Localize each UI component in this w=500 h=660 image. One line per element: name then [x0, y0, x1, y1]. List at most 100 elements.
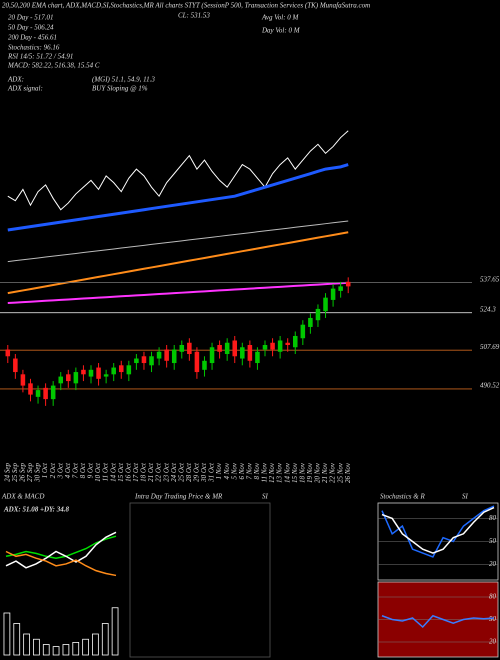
candle-body [255, 351, 260, 364]
candle-body [315, 308, 321, 321]
candle-body [103, 374, 109, 377]
x-tick-label: 7 Oct [71, 462, 79, 478]
x-tick-label: 26 Nov [344, 462, 352, 483]
x-tick-label: 24 Oct [170, 462, 178, 482]
annotation: (MGI) 51.1, 54.9, 11.3 [92, 76, 155, 84]
candle-body [338, 286, 343, 291]
panel [129, 502, 271, 658]
candle-body [217, 345, 222, 352]
candle-body [194, 351, 200, 373]
series-line [381, 505, 495, 558]
x-tick-label: 25 Sep [11, 463, 19, 482]
bar [52, 646, 60, 656]
candle-body [5, 349, 11, 357]
candle-body [43, 387, 48, 400]
candle-body [240, 347, 245, 359]
x-tick-label: 6 Nov [238, 462, 246, 479]
candle-body [187, 342, 192, 355]
annotation: Avg Vol: 0 M [261, 14, 300, 22]
annotation: MACD: 582.22, 516.38, 15.54 C [7, 62, 100, 70]
annotation: 50 Day - 506.24 [8, 24, 54, 32]
candle-body [88, 369, 94, 377]
candle-body [285, 342, 290, 345]
candle-body [262, 345, 268, 350]
annotation: ADX signal: [7, 85, 43, 93]
bar [33, 638, 40, 656]
panel-title: ADX & MACD [1, 493, 44, 501]
bar [13, 623, 21, 656]
x-tick-label: 21 Oct [147, 462, 155, 482]
x-tick-label: 5 Nov [230, 462, 238, 479]
candle-body [141, 356, 147, 364]
series-line [381, 506, 495, 554]
candle-body [73, 372, 79, 384]
panel-subtitle: SI [462, 493, 469, 501]
candle-body [35, 390, 41, 397]
level-label: 524.3 [480, 305, 496, 313]
bar [101, 623, 109, 656]
bar [82, 638, 89, 656]
x-tick-label: 18 Oct [140, 462, 148, 482]
panel-title: Stochastics & R [380, 493, 425, 501]
candle-body [277, 340, 283, 352]
candle-body [323, 297, 328, 312]
level-label: 537.65 [480, 275, 500, 283]
candle-body [50, 385, 56, 400]
candle-body [20, 374, 26, 386]
bar [72, 642, 80, 656]
x-tick-label: 4 Oct [64, 462, 72, 478]
candle-body [270, 342, 275, 350]
x-tick-label: 1 Nov [215, 462, 223, 479]
x-tick-label: 22 Oct [155, 462, 163, 482]
x-tick-label: 19 Nov [306, 462, 314, 483]
candle-body [149, 356, 154, 366]
ma-line [7, 281, 349, 305]
x-tick-label: 4 Nov [223, 462, 231, 479]
x-tick-label: 18 Nov [298, 462, 306, 483]
candle-body [164, 349, 169, 361]
panel-subtitle: SI [262, 493, 269, 501]
candle-body [134, 358, 139, 364]
y-tick-label: 80 [489, 593, 497, 601]
annotation: BUY Sloping @ 1% [92, 85, 148, 93]
candle-body [308, 317, 313, 327]
candle-body [66, 374, 71, 382]
x-tick-label: 11 Nov [261, 462, 269, 482]
annotation: 200 Day - 456.61 [8, 34, 57, 42]
x-tick-label: 25 Oct [177, 462, 185, 482]
x-tick-label: 15 Nov [291, 462, 299, 483]
x-tick-label: 17 Oct [132, 462, 140, 482]
x-tick-label: 24 Sep [3, 463, 11, 482]
annotation: ADX: [7, 76, 24, 84]
candle-body [156, 351, 162, 359]
x-tick-label: 7 Nov [245, 462, 253, 479]
annotation: 20 Day - 517.01 [8, 14, 54, 22]
x-tick-label: 14 Oct [109, 462, 117, 482]
annotation: RSI 14/5: 51.72 / 54.91 [7, 53, 73, 61]
candle-body [247, 345, 253, 361]
x-tick-label: 8 Nov [253, 462, 261, 479]
annotation: Stochastics: 96.16 [8, 44, 60, 52]
x-tick-label: 15 Oct [117, 462, 125, 482]
x-tick-label: 31 Oct [208, 462, 216, 483]
x-tick-label: 8 Oct [79, 462, 87, 478]
x-tick-label: 1 Oct [41, 462, 49, 478]
bar [23, 633, 30, 656]
bar [111, 607, 119, 656]
panel [2, 518, 120, 585]
candle-body [224, 342, 230, 355]
candle-body [118, 365, 124, 373]
series-line [5, 550, 117, 577]
y-tick-label: 50 [489, 615, 497, 623]
candle-body [111, 367, 116, 375]
y-tick-label: 20 [489, 638, 497, 646]
candle-body [96, 367, 101, 379]
x-tick-label: 20 Nov [314, 462, 322, 483]
bar [42, 644, 50, 656]
x-tick-label: 21 Nov [321, 462, 329, 483]
candle-body [209, 347, 215, 364]
ma-line [7, 130, 349, 211]
candle-body [292, 335, 298, 348]
series-line [381, 614, 495, 629]
x-tick-label: 10 Oct [94, 462, 102, 482]
